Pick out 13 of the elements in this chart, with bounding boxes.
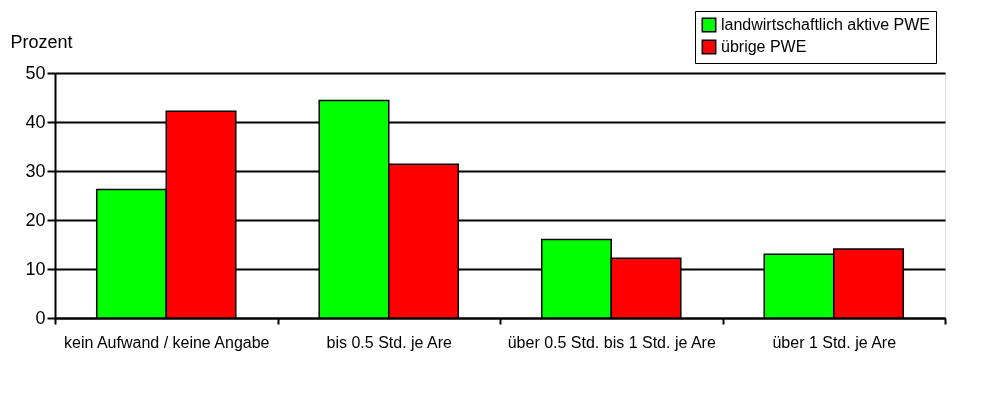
- y-tick-label: 30: [25, 160, 46, 181]
- legend-label: übrige PWE: [721, 38, 807, 55]
- x-tick-label: bis 0.5 Std. je Are: [326, 333, 453, 351]
- y-tick-label: 50: [25, 62, 46, 83]
- x-tick-label: über 1 Std. je Are: [772, 333, 897, 351]
- y-tick-label: 40: [25, 111, 46, 132]
- legend-label: landwirtschaftlich aktive PWE: [721, 16, 930, 33]
- y-tick-label: 0: [35, 307, 46, 328]
- y-axis-title: Prozent: [10, 31, 73, 52]
- y-tick-label: 20: [25, 209, 46, 230]
- y-tick-label: 10: [25, 258, 46, 279]
- x-tick-label: über 0.5 Std. bis 1 Std. je Are: [507, 333, 716, 351]
- x-tick-label: kein Aufwand / keine Angabe: [64, 333, 270, 351]
